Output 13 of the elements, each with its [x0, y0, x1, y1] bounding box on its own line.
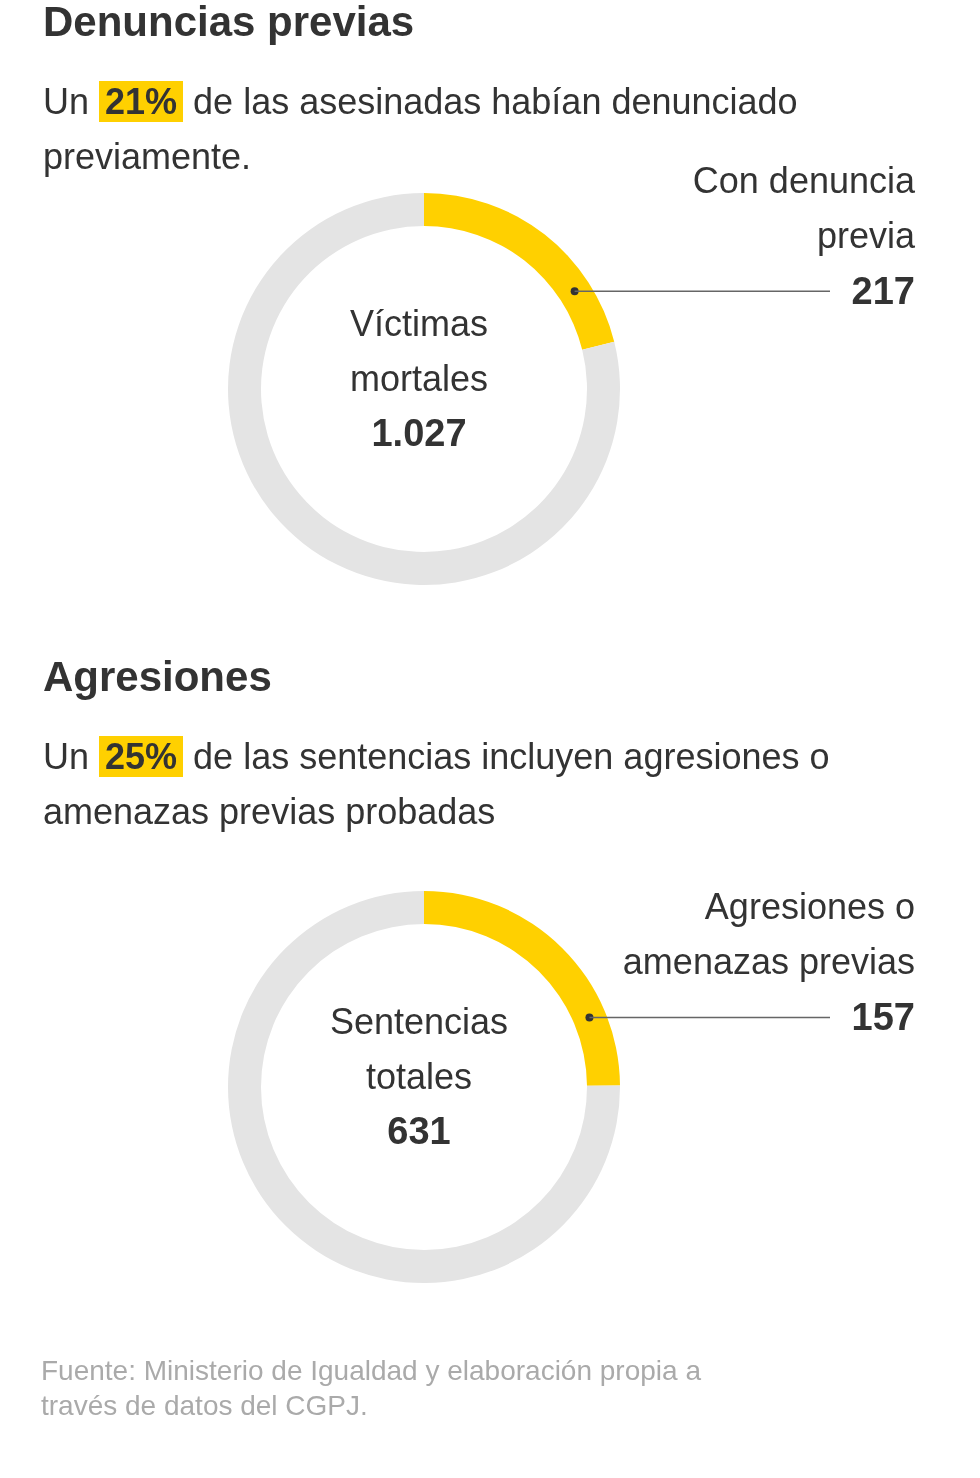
slice-label: Agresiones o amenazas previas [622, 886, 915, 983]
data-label: 217 [851, 270, 915, 313]
data-label: 157 [851, 996, 915, 1039]
text: Sentencias totales [329, 1001, 509, 1097]
chart-title: Agresiones [43, 653, 272, 701]
chart-title: Denuncias previas [43, 0, 415, 46]
text: Víctimas mortales [349, 303, 489, 399]
text: 631 [387, 1110, 451, 1152]
donut-slice [228, 193, 620, 585]
donut-slice [228, 891, 620, 1283]
chart-subtitle: Un 25% de las sentencias incluyen agresiones o amenazas previas probadas [43, 736, 830, 832]
text: 1.027 [371, 412, 467, 454]
source-note: Fuente: Ministerio de Igualdad y elaboración propia a través de datos del CGPJ. [41, 1354, 702, 1423]
